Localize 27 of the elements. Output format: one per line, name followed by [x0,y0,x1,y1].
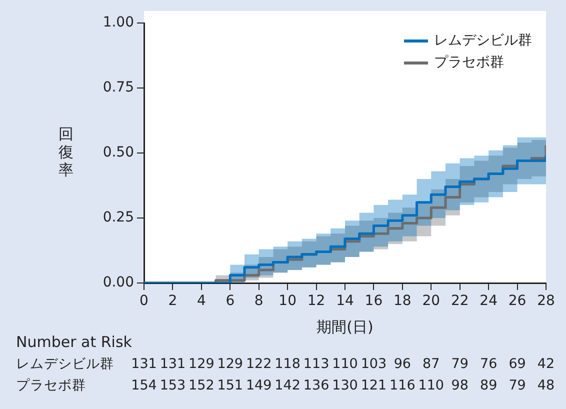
x-tick-label: 26 [508,293,526,310]
y-tick-label: 1.00 [102,14,134,31]
x-tick-label: 12 [307,293,326,310]
y-tick-label: 0.00 [102,274,134,291]
x-tick-label: 6 [226,293,235,310]
y-tick-label: 0.75 [102,80,134,96]
x-tick-label: 20 [422,293,440,310]
text: Number at Risk [16,332,132,351]
y-axis-title: 回復率 [58,124,74,179]
x-tick-label: 16 [364,293,383,310]
x-tick-label: 2 [168,293,178,310]
x-tick-label: 4 [196,293,206,310]
y-tick-label: 0.50 [102,144,134,161]
x-tick-label: 28 [537,293,555,310]
y-tick-label: 0.25 [102,210,134,226]
x-axis-title: 期間(日) [316,318,374,336]
text: レムデシビル群 131 131 129 129 122 118 113 110 103 96 87 79 76 69 42 [16,356,555,372]
x-tick-label: 8 [254,293,264,310]
legend-label: レムデシビル群 [434,32,532,49]
text: プラセボ群 154 153 152 151 149 142 136 130 121 116 110 98 89 79 48 [16,378,555,394]
x-tick-label: 0 [140,293,148,310]
x-tick-label: 24 [480,293,498,310]
legend-label: プラセボ群 [434,54,504,71]
x-tick-label: 14 [336,293,354,310]
x-tick-label: 10 [278,293,296,310]
x-tick-label: 22 [450,293,469,310]
x-tick-label: 18 [394,293,412,310]
